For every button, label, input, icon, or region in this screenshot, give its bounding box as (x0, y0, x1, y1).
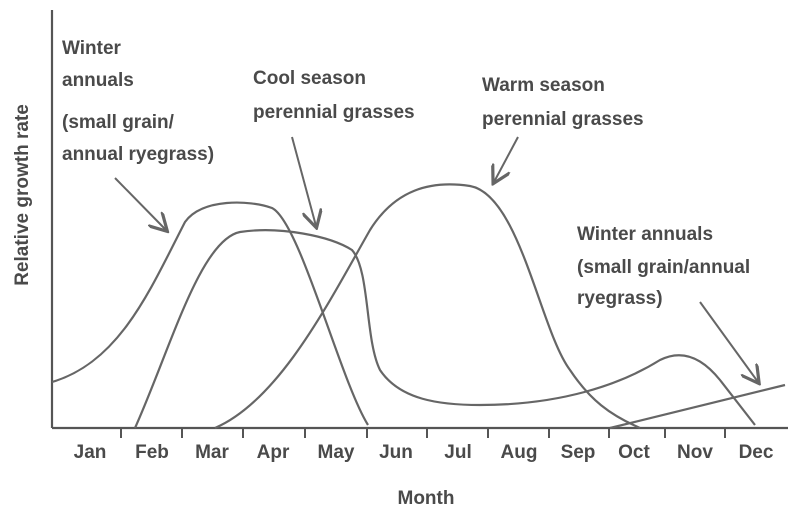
x-tick-label: Feb (135, 442, 169, 463)
x-axis-label: Month (398, 488, 455, 509)
y-axis-label: Relative growth rate (12, 104, 33, 286)
annotation: Winter (62, 38, 122, 59)
arrow (699, 301, 758, 382)
annotation: annuals (62, 70, 134, 91)
winter-annuals-late-curve (609, 383, 786, 430)
annotation: annual ryegrass) (62, 144, 214, 165)
annotation: Cool season (253, 68, 366, 89)
annotation: perennial grasses (482, 109, 644, 130)
x-tick-label: Mar (195, 442, 229, 463)
x-tick-label: Aug (501, 442, 538, 463)
winter-annuals-curve (51, 201, 369, 426)
annotation: Warm season (482, 75, 605, 96)
annotation: ryegrass) (577, 288, 663, 309)
annotation: Winter annuals (577, 224, 713, 245)
x-tick-label: Jan (74, 442, 107, 463)
x-tick-label: Oct (618, 442, 650, 463)
x-tick-label: Jul (444, 442, 471, 463)
x-tick-label: Nov (677, 442, 713, 463)
annotation: (small grain/annual (577, 257, 750, 278)
x-tick-label: May (318, 442, 355, 463)
annotation: perennial grasses (253, 102, 415, 123)
arrow (114, 177, 166, 230)
x-tick-label: Dec (739, 442, 774, 463)
x-tick-label: Sep (561, 442, 596, 463)
arrow (494, 136, 519, 182)
cool-season-curve (133, 229, 756, 429)
arrow (291, 136, 316, 226)
annotation: (small grain/ (62, 112, 175, 133)
x-tick-label: Jun (379, 442, 413, 463)
warm-season-curve (214, 183, 641, 430)
x-tick-label: Apr (257, 442, 290, 463)
